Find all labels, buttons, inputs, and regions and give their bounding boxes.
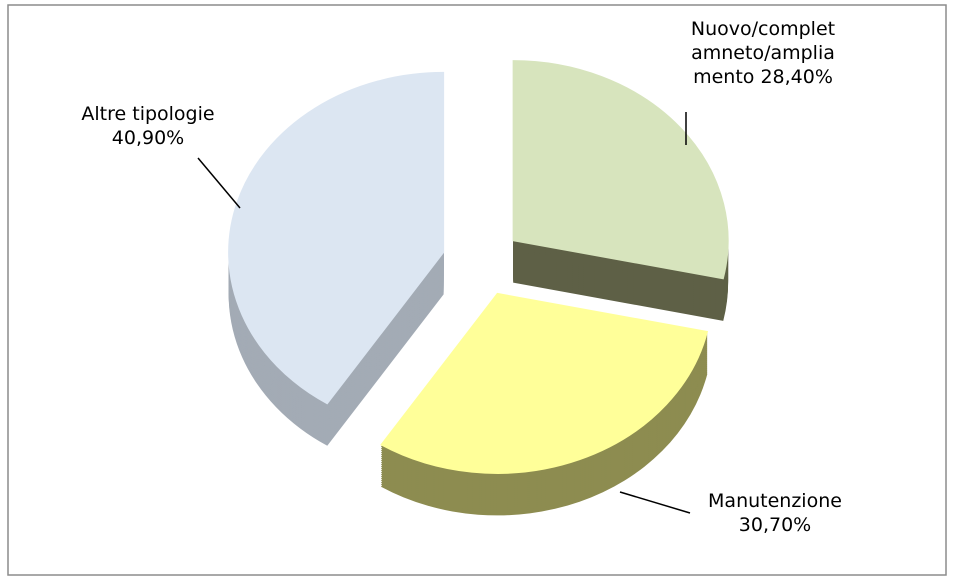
- slice: [228, 71, 445, 405]
- slice: [380, 292, 709, 474]
- leader-line: [197, 157, 241, 209]
- category-label: mento: [693, 66, 754, 88]
- labels: Nuovo/complet amneto/amplia mento 28,40% Ma…: [81, 18, 842, 536]
- category-label: Nuovo/complet: [691, 18, 835, 40]
- data-label: Manutenzione 30,70%: [708, 490, 842, 536]
- category-label: Altre tipologie: [81, 103, 214, 125]
- data-label: Altre tipologie 40,90%: [81, 103, 214, 149]
- category-label: Manutenzione: [708, 490, 842, 512]
- data-label: Nuovo/complet amneto/amplia mento 28,40%: [691, 18, 835, 88]
- category-label: amneto/amplia: [691, 42, 835, 64]
- value-label: 28,40%: [760, 66, 832, 88]
- value-label: 30,70%: [739, 514, 811, 536]
- slice: [512, 60, 729, 280]
- value-label: 40,90%: [112, 127, 184, 149]
- slices: [228, 60, 729, 516]
- leader-line: [619, 491, 691, 514]
